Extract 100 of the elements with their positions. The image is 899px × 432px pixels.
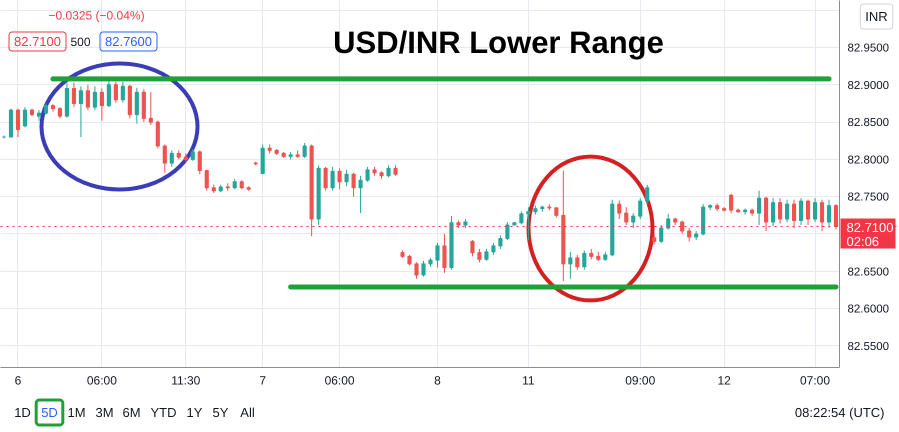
candlestick [44,102,48,116]
candlestick [134,87,139,124]
candlestick [505,222,510,240]
candlestick [78,86,83,138]
candlestick [470,239,475,257]
candlestick [484,248,488,262]
text: 5Y [212,405,229,420]
annotation: 500 [70,35,91,49]
candlestick [645,184,650,205]
candlestick [352,172,356,198]
candlestick [826,199,832,229]
candlestick [757,190,762,226]
text: All [240,405,255,420]
x-tick-label: 07:00 [800,374,830,388]
annotation: 82.7600 [105,34,152,49]
x-tick-label: 7 [259,374,266,388]
candlestick [820,199,824,232]
candlestick [659,224,664,244]
x-tick-label: 11:30 [171,374,201,388]
candlestick [617,200,622,220]
candlestick [302,142,307,158]
candlestick [344,169,349,187]
candlestick [106,80,111,108]
candlestick [100,88,104,122]
candlestick [729,193,734,214]
text: 1Y [186,405,203,420]
candlestick [582,250,586,270]
candlestick [834,204,838,230]
text: USD/INR Lower Range [333,25,664,60]
y-tick-label: 82.6000 [848,304,890,316]
candlestick [365,166,370,182]
text: INR [865,9,888,24]
candlestick [666,213,670,230]
y-tick-label: 82.7500 [848,192,890,204]
candlestick [812,198,818,223]
candlestick [798,198,804,226]
text: 5D [41,405,58,420]
ref-line-label: 82.7100 [846,220,894,236]
candlestick [324,166,328,192]
candlestick [92,86,97,111]
candlestick [806,199,810,226]
y-tick-label: 82.8500 [848,117,890,130]
candlestick [338,168,342,190]
candlestick [156,120,160,149]
candlestick [407,254,412,266]
candlestick [589,248,594,260]
candlestick [652,233,656,245]
candlestick [120,81,125,104]
candlestick [58,106,62,119]
candlestick [86,84,90,111]
candlestick [190,148,195,162]
y-tick-label: 82.6500 [848,266,890,278]
y-tick-label: 82.5500 [848,340,890,353]
candlestick [162,144,167,174]
text: 3M [95,405,114,420]
candlestick [16,108,20,138]
candlestick [330,166,335,192]
candlestick [148,92,153,126]
annotation: 82.7100 [14,34,62,49]
candlestick [435,242,440,268]
candlestick [498,234,502,250]
candlestick [764,196,768,232]
candlestick [421,260,426,277]
text: YTD [150,405,176,420]
candlestick [204,169,209,192]
candlestick [771,198,776,228]
candlestick [170,150,174,168]
candlestick [526,206,530,240]
candlestick [624,206,628,226]
x-tick-label: 12 [717,374,732,388]
candlestick [638,198,642,220]
candlestick [491,242,496,256]
candlestick [72,82,76,108]
candlestick [232,178,237,190]
candlestick [680,220,684,234]
text: 1M [67,405,86,420]
text: 02:06 [846,234,880,250]
x-tick-label: 11 [522,374,535,388]
text: 1D [14,405,31,420]
candlestick [568,251,572,280]
candlestick [687,228,692,242]
candlestick [36,110,42,122]
candlestick [393,164,398,176]
y-tick-label: 82.8000 [848,154,890,166]
candlestick [792,199,796,229]
y-tick-label: 82.9500 [848,42,890,54]
candlestick [386,164,391,178]
candlestick [114,81,118,104]
candlestick [22,106,28,128]
candlestick [784,199,790,223]
candlestick [554,206,558,218]
text: 08:22:54 (UTC) [794,405,885,420]
y-tick-label: 82.9000 [848,80,890,92]
annotation: −0.0325 (−0.04%) [48,8,145,22]
candlestick [575,254,580,270]
x-tick-label: 6 [14,374,22,388]
candlestick [477,248,482,263]
candlestick [631,212,636,229]
x-tick-label: 09:00 [625,374,656,388]
candlestick [519,211,524,225]
